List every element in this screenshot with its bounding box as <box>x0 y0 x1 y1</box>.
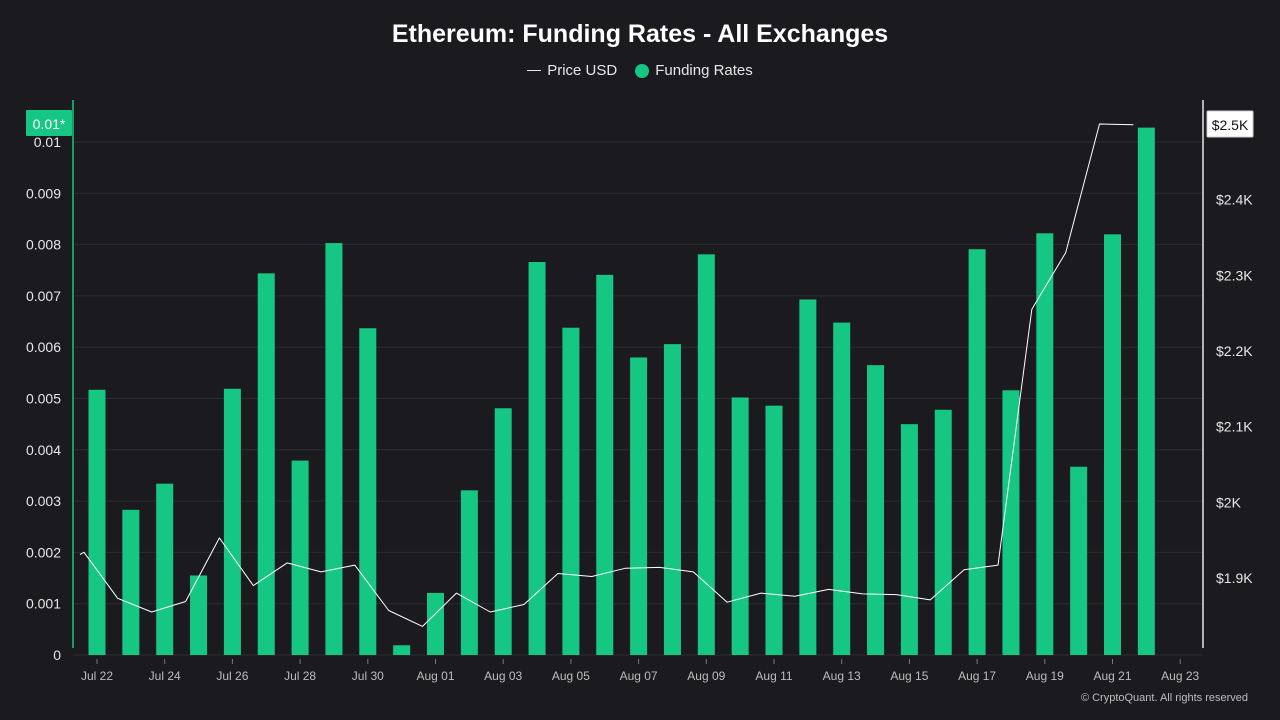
y-left-tick-label: 0 <box>53 647 61 663</box>
funding-rate-bar <box>867 365 885 655</box>
funding-rate-bar <box>663 344 681 655</box>
left-value-badge <box>26 110 72 136</box>
funding-rate-bar <box>630 357 648 655</box>
y-right-tick-label: $2.1K <box>1216 419 1253 435</box>
funding-rate-bar <box>833 322 851 655</box>
y-left-tick-label: 0.008 <box>26 237 61 253</box>
x-tick-label: Jul 30 <box>352 669 384 683</box>
y-right-tick-label: $1.9K <box>1216 570 1253 586</box>
chart-title: Ethereum: Funding Rates - All Exchanges <box>391 20 889 48</box>
x-tick-label: Aug 23 <box>1161 669 1199 683</box>
x-tick-label: Aug 01 <box>416 669 454 683</box>
dot-marker-icon <box>635 63 650 78</box>
y-right-tick-label: $2K <box>1216 494 1242 510</box>
y-right-tick-label: $2.4K <box>1216 192 1253 208</box>
funding-rate-bar <box>190 575 208 655</box>
x-tick-label: Aug 11 <box>755 669 792 683</box>
funding-rate-bar <box>223 388 241 655</box>
funding-rate-bar <box>359 328 377 655</box>
funding-rate-bar <box>1036 233 1054 655</box>
x-tick-label: Aug 21 <box>1093 669 1131 683</box>
funding-rate-bar <box>325 243 343 655</box>
chart-legend: Price USD Funding Rates <box>0 62 1280 79</box>
funding-rate-bar <box>1002 390 1020 655</box>
x-tick-label: Aug 13 <box>823 669 861 683</box>
funding-rate-bar <box>900 424 918 655</box>
y-right-tick-label: $2.3K <box>1216 267 1253 283</box>
funding-rate-bar <box>460 490 478 655</box>
y-left-tick-label: 0.009 <box>26 185 61 201</box>
funding-rate-bar <box>88 389 106 655</box>
funding-rate-bar <box>697 254 715 656</box>
left-value-badge-label: 0.01* <box>33 116 66 132</box>
x-tick-label: Aug 19 <box>1026 669 1064 683</box>
funding-rate-bar <box>562 327 580 655</box>
legend-item-funding[interactable]: Funding Rates <box>635 62 753 79</box>
funding-rate-bar <box>494 408 512 655</box>
legend-label-funding: Funding Rates <box>655 62 753 79</box>
line-marker-icon <box>527 70 542 71</box>
y-left-tick-label: 0.002 <box>26 544 61 560</box>
funding-rate-bar <box>765 405 783 655</box>
funding-rate-bar <box>257 273 275 655</box>
y-left-tick-label: 0.005 <box>26 391 61 407</box>
y-left-tick-label: 0.001 <box>26 596 61 612</box>
funding-rate-bar <box>934 409 952 655</box>
funding-rate-bar <box>393 645 411 655</box>
funding-rate-bar <box>1137 127 1155 656</box>
x-tick-label: Jul 24 <box>149 669 181 683</box>
funding-rate-bar <box>156 483 174 655</box>
funding-rate-bar <box>1104 234 1121 655</box>
x-tick-label: Aug 07 <box>620 669 658 683</box>
x-tick-label: Jul 26 <box>216 669 248 683</box>
legend-item-price[interactable]: Price USD <box>527 62 617 79</box>
y-left-tick-label: 0.004 <box>26 442 61 458</box>
funding-rate-bar <box>731 397 749 655</box>
price-line <box>79 123 1134 627</box>
y-left-tick-label: 0.01 <box>34 134 61 150</box>
x-tick-label: Jul 22 <box>81 669 113 683</box>
funding-rate-bar <box>968 249 986 656</box>
price-line-series <box>79 123 1134 627</box>
funding-rate-bar <box>427 592 444 655</box>
funding-rate-bar <box>528 262 546 655</box>
funding-rate-bar <box>291 460 309 655</box>
x-tick-label: Aug 09 <box>687 669 725 683</box>
x-tick-label: Jul 28 <box>284 669 316 683</box>
x-tick-label: Aug 15 <box>890 669 928 683</box>
x-tick-label: Aug 05 <box>552 669 590 683</box>
funding-rate-bar <box>596 274 614 655</box>
funding-rate-bar <box>1070 466 1088 655</box>
y-left-tick-label: 0.006 <box>26 339 61 355</box>
y-right-tick-label: $2.2K <box>1216 343 1253 359</box>
x-tick-label: Aug 17 <box>958 669 996 683</box>
legend-label-price: Price USD <box>547 62 618 79</box>
y-left-tick-label: 0.003 <box>26 493 61 509</box>
funding-rate-bar <box>799 299 817 655</box>
right-value-badge-label: $2.5K <box>1212 117 1249 133</box>
copyright-text: © CryptoQuant. All rights reserved <box>1080 692 1248 704</box>
x-tick-label: Aug 03 <box>484 669 522 683</box>
funding-rate-bar <box>122 509 140 655</box>
y-left-tick-label: 0.007 <box>26 288 61 304</box>
right-value-badge <box>1206 110 1254 138</box>
bar-series <box>88 127 1155 656</box>
chart-axes: 0 0.001 0.002 0.003 0.004 0.005 0.006 0.007 0.00… <box>26 100 1254 683</box>
